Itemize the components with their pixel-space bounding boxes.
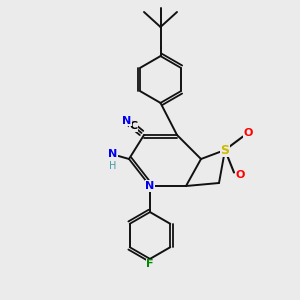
Text: C: C	[129, 121, 137, 131]
Text: O: O	[244, 128, 253, 139]
Text: N: N	[108, 149, 117, 160]
Text: H: H	[109, 160, 116, 171]
Text: N: N	[122, 116, 131, 126]
Text: N: N	[146, 181, 154, 191]
Text: O: O	[235, 170, 245, 181]
Text: F: F	[146, 259, 154, 269]
Text: S: S	[220, 143, 230, 157]
